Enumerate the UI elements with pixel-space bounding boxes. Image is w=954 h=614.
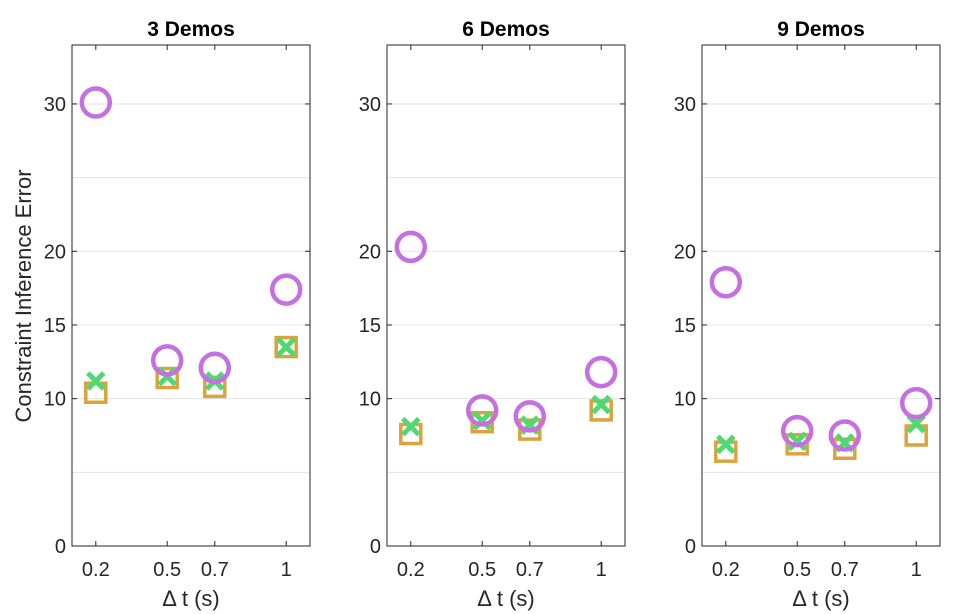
x-tick-label: 0.5 (468, 559, 496, 581)
y-tick-label: 10 (44, 389, 66, 411)
square-point (155, 366, 179, 390)
y-tick-label: 20 (359, 241, 381, 263)
axes-box (386, 44, 626, 547)
x-axis-label: Δ t (s) (162, 586, 219, 611)
x-tick-label: 1 (281, 559, 292, 581)
square-point (203, 375, 227, 399)
x-axis-label: Δ t (s) (792, 586, 849, 611)
cross-point (472, 410, 492, 431)
y-tick-label: 0 (685, 536, 696, 558)
circle-point (269, 273, 303, 306)
y-tick-label: 10 (674, 389, 696, 411)
y-tick-label: 0 (370, 536, 381, 558)
square-point (518, 418, 542, 441)
y-tick-label: 15 (44, 315, 66, 337)
square-point (274, 335, 298, 359)
y-tick-label: 30 (44, 94, 66, 116)
axes-box (701, 44, 941, 547)
cross-point (86, 371, 106, 391)
panel-title: 9 Demos (777, 18, 865, 41)
y-tick-label: 10 (359, 389, 381, 411)
y-tick-label: 30 (359, 94, 381, 116)
x-tick-label: 0.2 (82, 559, 110, 581)
circle-point (828, 419, 862, 452)
x-tick-label: 0.5 (783, 559, 811, 581)
x-tick-label: 0.7 (516, 559, 544, 581)
y-tick-label: 30 (674, 94, 696, 116)
panel-title: 6 Demos (462, 18, 550, 41)
circle-point (584, 355, 618, 389)
circle-point (709, 265, 743, 299)
circle-point (79, 86, 113, 119)
x-tick-label: 0.7 (831, 559, 859, 581)
cross-point (401, 416, 421, 437)
cross-point (276, 337, 296, 357)
x-tick-label: 0.7 (201, 559, 229, 581)
panel-1: 0 10 15 20 30 0.2 0.5 0.7 1 3 Demos Δ t (s) (44, 18, 311, 611)
circle-point (780, 414, 814, 448)
x-tick-label: 0.2 (712, 559, 740, 581)
x-tick-label: 1 (911, 559, 922, 581)
x-tick-label: 0.2 (397, 559, 425, 581)
panel-3: 0 10 15 20 30 0.2 0.5 0.7 1 9 Demos Δ t (s) (674, 18, 941, 611)
y-tick-label: 20 (44, 241, 66, 263)
panel-title: 3 Demos (147, 18, 235, 41)
y-tick-label: 15 (674, 315, 696, 337)
y-tick-label: 15 (359, 315, 381, 337)
cross-point (591, 394, 611, 415)
panel-2: 0 10 15 20 30 0.2 0.5 0.7 1 6 Demos Δ t (s) (359, 18, 626, 611)
circle-point (150, 344, 184, 377)
circle-point (899, 386, 933, 420)
axes-box (71, 44, 311, 547)
circle-point (394, 230, 428, 264)
circle-point (198, 351, 232, 384)
cross-point (716, 434, 736, 455)
y-axis-label: Constraint Inference Error (11, 169, 36, 422)
x-tick-label: 0.5 (153, 559, 181, 581)
x-tick-label: 1 (596, 559, 607, 581)
square-point (833, 437, 857, 460)
square-point (589, 399, 613, 422)
cross-point (787, 431, 807, 452)
y-tick-label: 20 (674, 241, 696, 263)
x-axis-label: Δ t (s) (477, 586, 534, 611)
circle-point (513, 400, 547, 433)
circle-point (465, 394, 499, 427)
square-point (785, 433, 809, 456)
y-tick-label: 0 (55, 536, 66, 558)
